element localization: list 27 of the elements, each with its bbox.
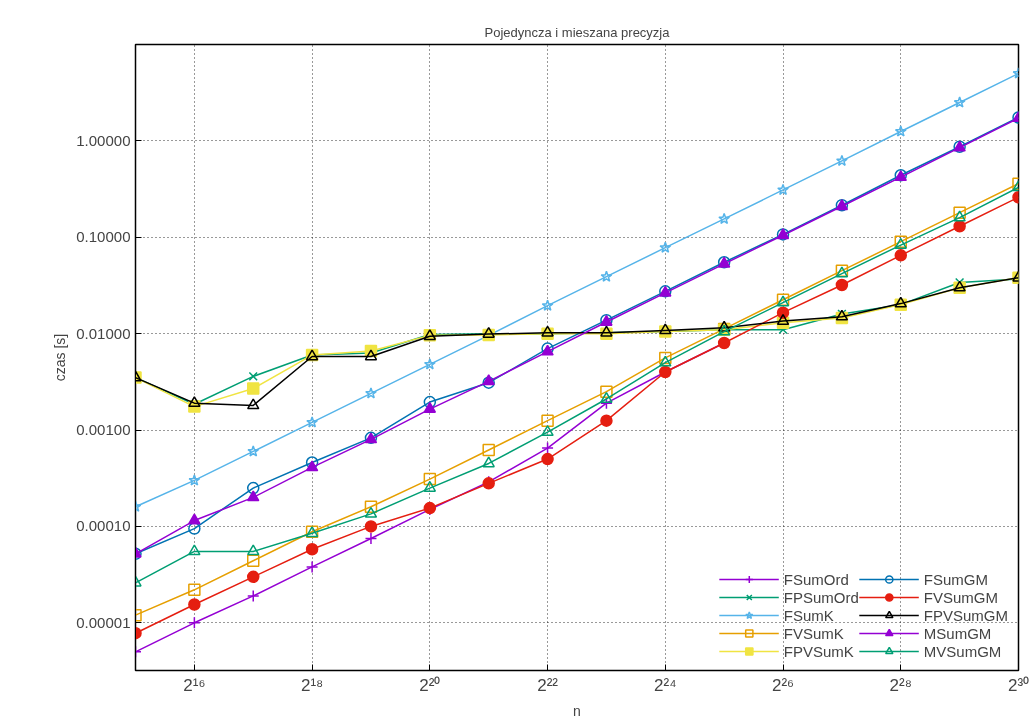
legend-label: FVSumK (783, 624, 844, 642)
x-tick-label: 2¹⁸ (300, 675, 324, 695)
y-tick-label: 0.00010 (76, 517, 131, 535)
y-axis-title: czas [s] (52, 333, 69, 382)
y-tick-label: 0.01000 (76, 324, 131, 342)
x-tick-label: 2²⁰ (419, 675, 441, 695)
y-tick-label: 0.10000 (76, 228, 131, 246)
legend-label: FSumGM (923, 570, 988, 588)
legend-label: MVSumGM (923, 642, 1002, 660)
y-tick-label: 1.00000 (76, 131, 131, 149)
legend-label: FPSumOrd (783, 588, 859, 606)
legend-label: FSumOrd (783, 570, 849, 588)
legend-label: FPVSumGM (923, 606, 1008, 624)
x-axis-title: n (573, 702, 581, 719)
chart-title: Pojedyncza i mieszana precyzja (484, 24, 671, 40)
legend-label: FSumK (783, 606, 834, 624)
x-tick-label: 2²² (537, 675, 559, 695)
x-tick-label: 2²⁴ (654, 675, 677, 695)
x-tick-label: 2³⁰ (1007, 675, 1030, 695)
x-tick-label: 2²⁶ (771, 675, 795, 695)
legend-label: MSumGM (923, 624, 992, 642)
x-tick-label: 2²⁸ (889, 675, 912, 695)
legend-label: FPVSumK (783, 642, 854, 660)
y-tick-label: 0.00100 (76, 421, 131, 439)
y-tick-label: 0.00001 (76, 613, 131, 631)
legend-label: FVSumGM (923, 588, 998, 606)
x-tick-label: 2¹⁶ (183, 675, 206, 695)
